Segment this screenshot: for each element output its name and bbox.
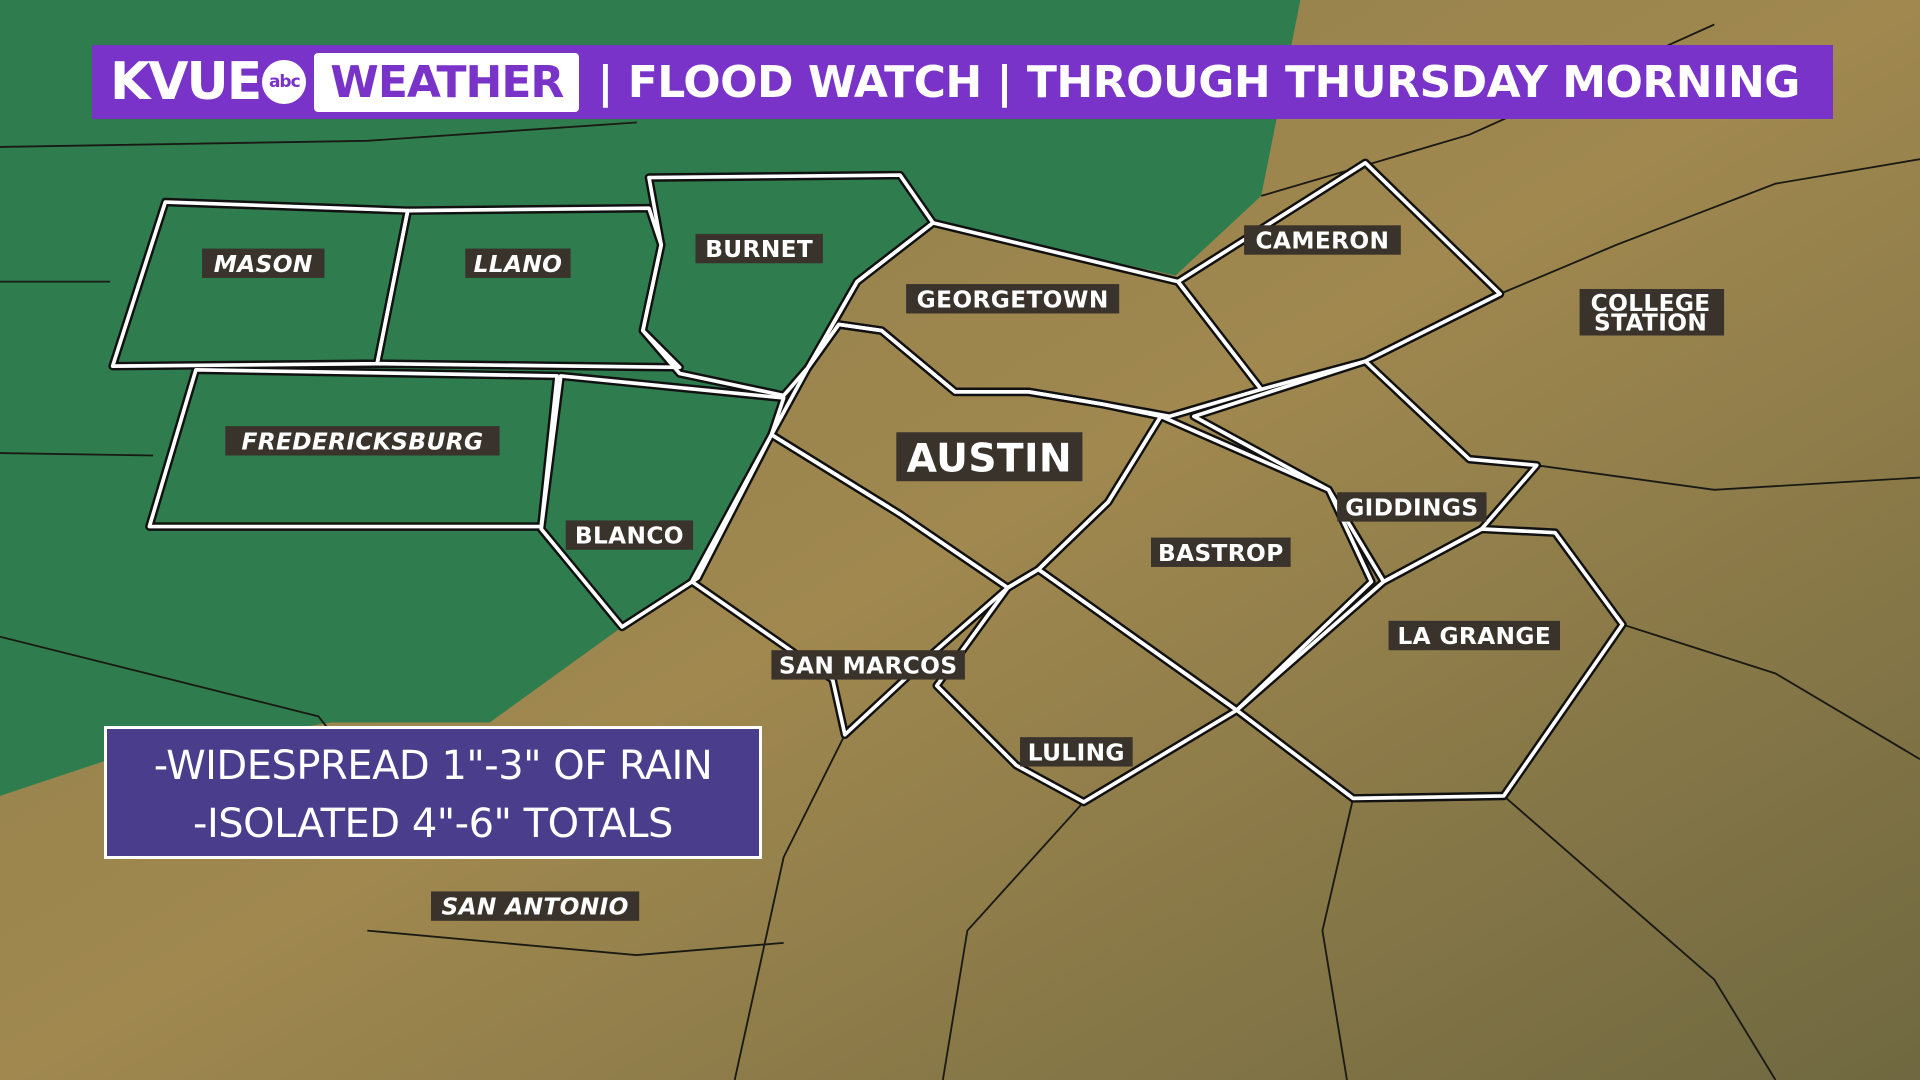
weather-badge: WEATHER bbox=[314, 52, 580, 112]
county-fayette bbox=[1234, 527, 1625, 801]
county-milam bbox=[1176, 161, 1502, 392]
label-fredericksburg: FREDERICKSBURG bbox=[241, 428, 483, 455]
label-bastrop: BASTROP bbox=[1158, 540, 1284, 567]
county-blanco bbox=[539, 374, 786, 629]
headline: | FLOOD WATCH | THROUGH THURSDAY MORNING bbox=[597, 56, 1800, 108]
label-llano: LLANO bbox=[474, 251, 563, 278]
label-burnet: BURNET bbox=[705, 236, 813, 263]
county-lines bbox=[0, 23, 1920, 1080]
label-mason: MASON bbox=[214, 251, 313, 278]
info-line-2: -ISOLATED 4"-6" TOTALS bbox=[193, 801, 673, 847]
info-line-1: -WIDESPREAD 1"-3" OF RAIN bbox=[153, 743, 713, 789]
county-burnet bbox=[641, 173, 935, 398]
label-la-grange: LA GRANGE bbox=[1397, 623, 1551, 650]
kvue-logo: KVUE abc bbox=[110, 52, 307, 112]
label-san-marcos: SAN MARCOS bbox=[779, 652, 958, 679]
label-georgetown: GEORGETOWN bbox=[917, 286, 1109, 313]
label-giddings: GIDDINGS bbox=[1345, 495, 1478, 522]
label-college-station-line2: STATION bbox=[1594, 310, 1707, 337]
label-college-station-line1: COLLEGE bbox=[1591, 290, 1711, 317]
label-blanco: BLANCO bbox=[575, 523, 684, 550]
header-bar: KVUE abc WEATHER | FLOOD WATCH | THROUGH… bbox=[92, 45, 1833, 119]
abc-logo: abc bbox=[262, 60, 307, 104]
city-labels: MASON LLANO BURNET FREDERICKSBURG BLANCO… bbox=[202, 225, 1725, 921]
county-hays bbox=[690, 432, 1010, 737]
label-cameron: CAMERON bbox=[1256, 228, 1390, 255]
rainfall-info-box: -WIDESPREAD 1"-3" OF RAIN -ISOLATED 4"-6… bbox=[104, 726, 762, 859]
label-san-antonio: SAN ANTONIO bbox=[441, 894, 628, 921]
label-luling: LULING bbox=[1028, 739, 1125, 766]
flood-watch-counties bbox=[108, 158, 1627, 807]
flood-watch-area bbox=[0, 0, 1301, 796]
label-austin: AUSTIN bbox=[907, 436, 1072, 481]
brand-name: KVUE bbox=[110, 52, 262, 112]
